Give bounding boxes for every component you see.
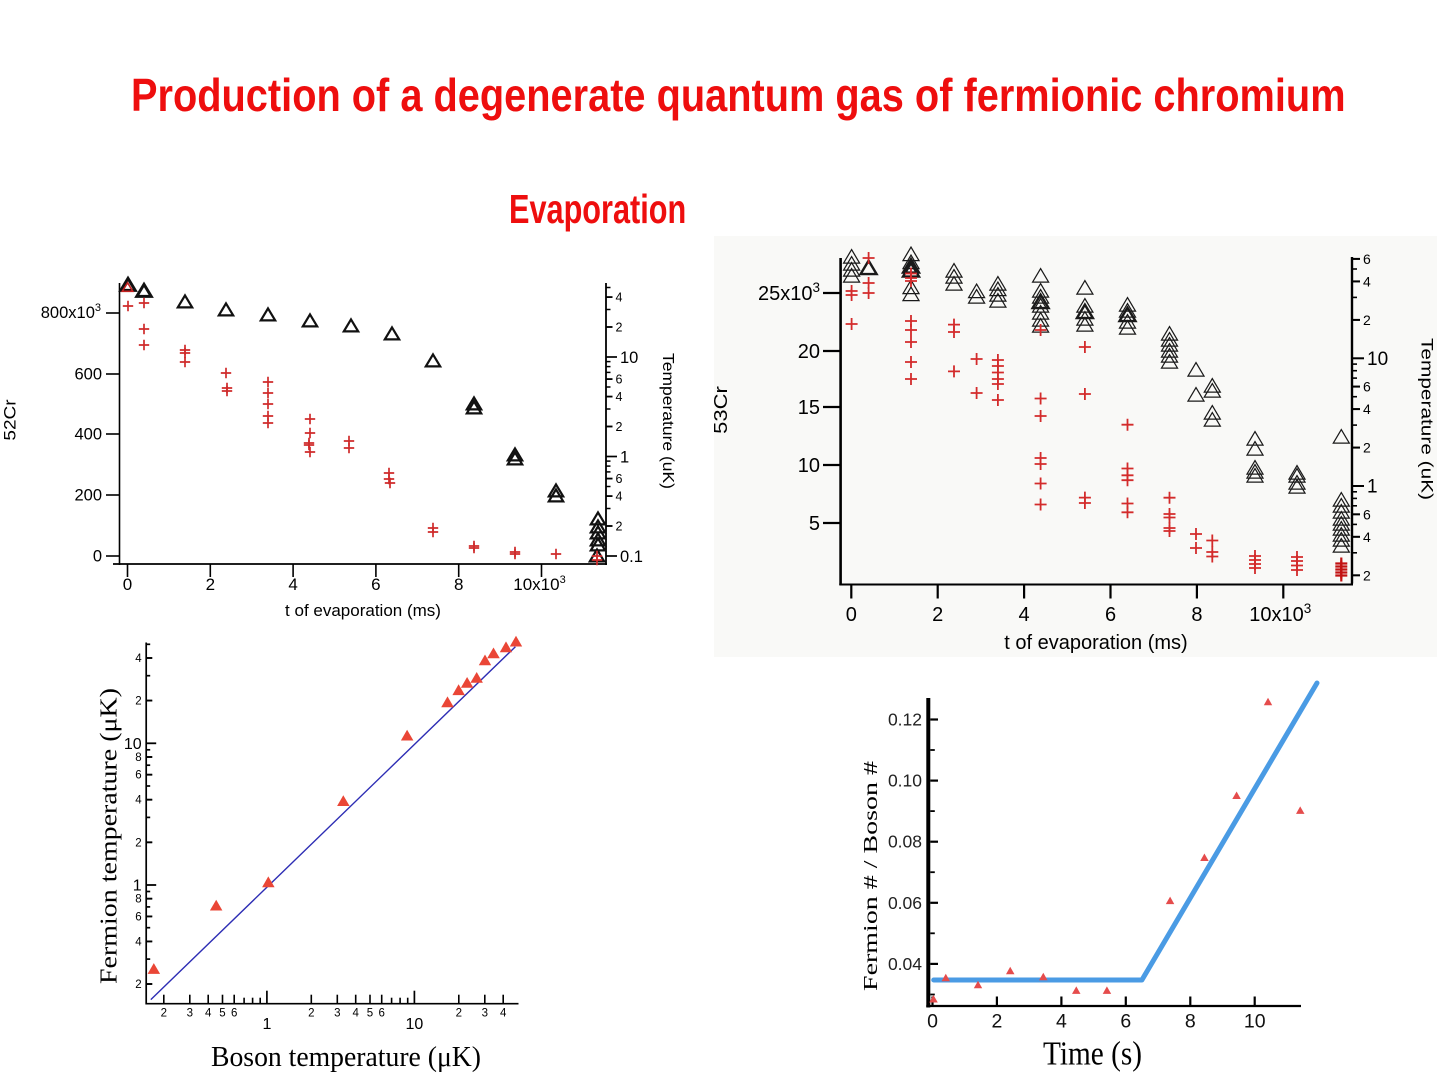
svg-text:0: 0 [846, 604, 857, 626]
svg-text:1: 1 [133, 878, 142, 895]
svg-text:4: 4 [288, 575, 297, 594]
svg-text:25x103: 25x103 [758, 280, 820, 305]
svg-text:6: 6 [135, 911, 141, 923]
svg-text:2: 2 [206, 575, 215, 594]
svg-text:4: 4 [1056, 1011, 1067, 1033]
svg-text:0.10: 0.10 [888, 771, 922, 791]
svg-text:6: 6 [135, 770, 141, 782]
svg-text:3: 3 [482, 1008, 488, 1020]
svg-text:t of evaporation (ms): t of evaporation (ms) [285, 601, 441, 620]
svg-text:10: 10 [1244, 1011, 1266, 1033]
svg-text:t of evaporation (ms): t of evaporation (ms) [1004, 632, 1187, 654]
svg-text:6: 6 [1363, 251, 1371, 267]
svg-text:52Cr: 52Cr [1, 399, 19, 440]
svg-text:6: 6 [1363, 506, 1371, 522]
svg-text:3: 3 [334, 1008, 340, 1020]
svg-text:8: 8 [1185, 1011, 1196, 1033]
svg-text:2: 2 [1363, 312, 1371, 328]
svg-text:2: 2 [616, 321, 623, 335]
svg-text:0: 0 [927, 1011, 938, 1033]
svg-text:Boson temperature (μK): Boson temperature (μK) [211, 1041, 481, 1073]
svg-text:2: 2 [456, 1008, 462, 1020]
svg-text:4: 4 [500, 1008, 507, 1020]
svg-text:6: 6 [616, 472, 623, 486]
svg-text:4: 4 [1363, 273, 1371, 289]
svg-text:4: 4 [1363, 401, 1371, 417]
svg-text:10x103: 10x103 [513, 574, 565, 594]
svg-text:0.04: 0.04 [888, 954, 922, 974]
svg-text:0.06: 0.06 [888, 893, 922, 913]
svg-text:5: 5 [809, 513, 820, 535]
svg-text:4: 4 [135, 795, 142, 807]
svg-text:10: 10 [124, 736, 142, 753]
svg-text:8: 8 [454, 575, 463, 594]
svg-text:2: 2 [932, 604, 943, 626]
svg-text:8: 8 [135, 894, 141, 906]
svg-text:53Cr: 53Cr [711, 386, 731, 434]
svg-text:8: 8 [135, 752, 141, 764]
svg-text:0.12: 0.12 [888, 710, 922, 730]
svg-text:0.08: 0.08 [888, 832, 922, 852]
svg-text:5: 5 [219, 1008, 225, 1020]
svg-text:Temperature (uK): Temperature (uK) [660, 353, 677, 489]
svg-text:1: 1 [262, 1016, 271, 1033]
svg-text:3: 3 [187, 1008, 193, 1020]
svg-text:10: 10 [1367, 349, 1388, 370]
svg-text:2: 2 [1363, 440, 1371, 456]
svg-text:4: 4 [352, 1008, 359, 1020]
svg-text:20: 20 [798, 341, 820, 363]
svg-text:600: 600 [74, 366, 102, 384]
svg-text:6: 6 [371, 575, 380, 594]
svg-text:6: 6 [616, 373, 623, 387]
svg-text:0.1: 0.1 [620, 548, 643, 566]
svg-text:6: 6 [1105, 604, 1116, 626]
svg-text:0: 0 [123, 575, 132, 594]
svg-text:Fermion temperature (μK): Fermion temperature (μK) [95, 688, 122, 984]
svg-text:2: 2 [135, 696, 141, 708]
svg-text:5: 5 [367, 1008, 373, 1020]
svg-text:10: 10 [798, 455, 820, 477]
svg-text:4: 4 [135, 936, 142, 948]
svg-text:2: 2 [616, 420, 623, 434]
svg-text:4: 4 [1363, 529, 1371, 545]
svg-text:6: 6 [231, 1008, 237, 1020]
svg-text:2: 2 [616, 520, 623, 534]
svg-text:2: 2 [308, 1008, 314, 1020]
svg-text:4: 4 [616, 291, 623, 305]
svg-text:1: 1 [620, 449, 629, 467]
svg-text:4: 4 [616, 490, 623, 504]
svg-text:2: 2 [1363, 567, 1371, 583]
svg-text:15: 15 [798, 397, 820, 419]
svg-text:4: 4 [135, 653, 142, 665]
svg-text:10x103: 10x103 [1249, 601, 1311, 626]
svg-text:400: 400 [74, 426, 102, 444]
svg-text:8: 8 [1191, 604, 1202, 626]
svg-text:2: 2 [135, 979, 141, 991]
svg-text:6: 6 [1363, 379, 1371, 395]
svg-text:Temperature (uK): Temperature (uK) [1418, 338, 1436, 500]
svg-text:4: 4 [205, 1008, 212, 1020]
svg-text:10: 10 [620, 349, 638, 367]
svg-text:800x103: 800x103 [41, 302, 101, 322]
svg-text:0: 0 [93, 548, 102, 566]
svg-text:6: 6 [378, 1008, 384, 1020]
svg-text:Fermion # / Boson #: Fermion # / Boson # [860, 761, 882, 991]
svg-text:6: 6 [1120, 1011, 1131, 1033]
svg-text:Time (s): Time (s) [1043, 1036, 1142, 1073]
svg-text:200: 200 [74, 487, 102, 505]
svg-text:2: 2 [135, 837, 141, 849]
svg-text:1: 1 [1367, 477, 1378, 498]
svg-text:2: 2 [991, 1011, 1002, 1033]
svg-text:10: 10 [406, 1016, 424, 1033]
svg-text:4: 4 [616, 390, 623, 404]
svg-text:2: 2 [161, 1008, 167, 1020]
svg-text:4: 4 [1019, 604, 1030, 626]
